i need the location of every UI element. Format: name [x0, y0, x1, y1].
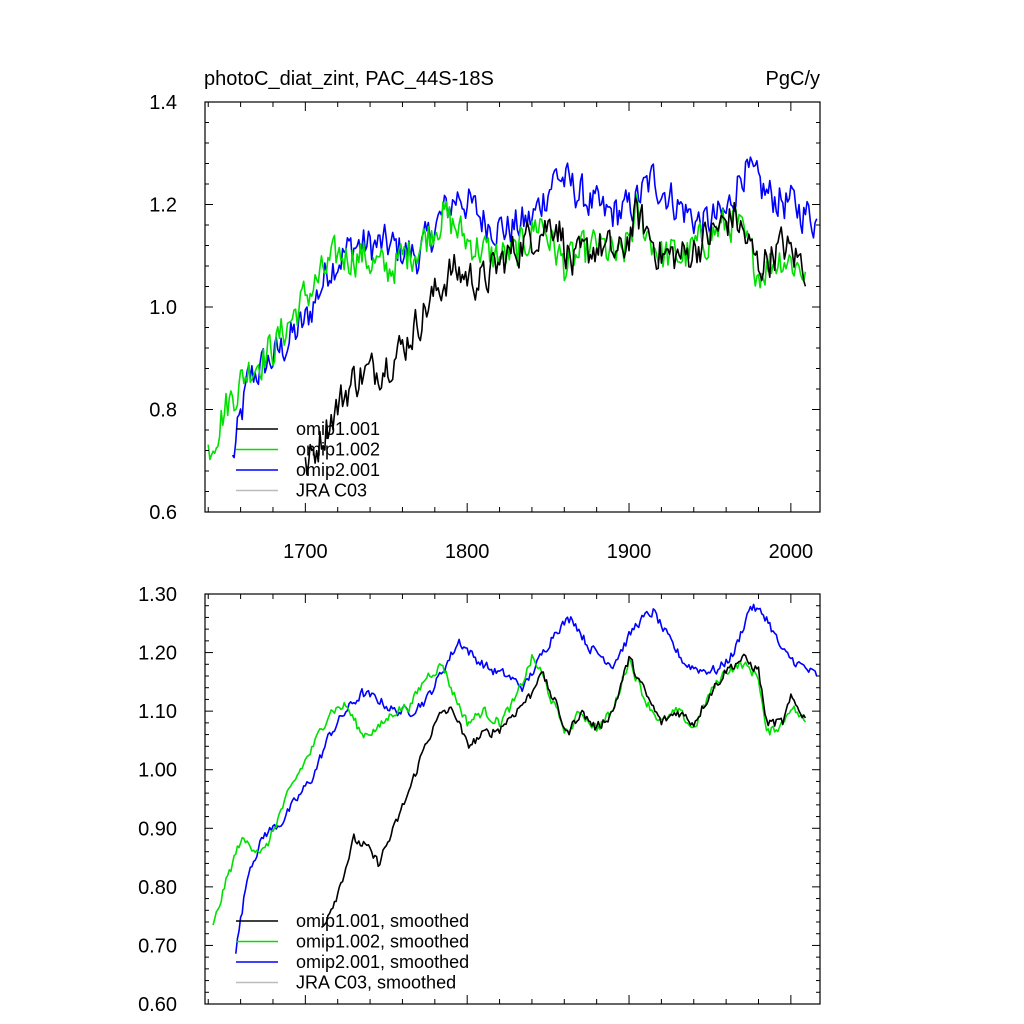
- top-ytick-label: 1.2: [149, 195, 177, 217]
- top-xtick-label: 1700: [283, 541, 328, 563]
- bottom-panel-axes: 0.60 0.70 0.80 0.90 1.00 1.10 1.20 1.30: [138, 584, 820, 1016]
- top-xtick-label: 2000: [769, 541, 814, 563]
- bottom-ytick-label: 1.30: [138, 584, 177, 606]
- bottom-ytick-label: 1.10: [138, 701, 177, 723]
- top-ytick-label: 1.0: [149, 297, 177, 319]
- bottom-series-omip1-002-smoothed: [212, 653, 807, 926]
- bottom-ytick-label: 0.80: [138, 877, 177, 899]
- bottom-series-omip2-001-smoothed: [235, 603, 818, 954]
- bottom-ytick-label: 0.60: [138, 994, 177, 1016]
- top-xtick-label: 1900: [607, 541, 652, 563]
- bottom-ytick-label: 0.90: [138, 818, 177, 840]
- bottom-panel-series: [212, 603, 818, 954]
- top-ytick-label: 1.4: [149, 92, 177, 114]
- bottom-legend-label-omip1-001-smoothed: omip1.001, smoothed: [296, 911, 469, 931]
- top-panel: photoC_diat_zint, PAC_44S-18S PgC/y 0.60…: [149, 68, 821, 563]
- bottom-panel-frame: [204, 593, 821, 1005]
- top-panel-axes: 0.6 0.8 1.0 1.2 1.4 1700 1800 1900 2000: [149, 92, 820, 563]
- top-legend-label-omip1-001: omip1.001: [296, 419, 380, 439]
- bottom-legend-label-omip2-001-smoothed: omip2.001, smoothed: [296, 952, 469, 972]
- top-legend-label-jra-c03: JRA C03: [296, 481, 367, 501]
- top-panel-units: PgC/y: [766, 68, 820, 90]
- bottom-legend-label-jra-c03-smoothed: JRA C03, smoothed: [296, 973, 456, 993]
- top-legend-label-omip1-002: omip1.002: [296, 440, 380, 460]
- top-ytick-label: 0.6: [149, 502, 177, 524]
- top-series-omip2-001: [231, 156, 818, 459]
- bottom-ytick-label: 0.70: [138, 935, 177, 957]
- bottom-ytick-label: 1.20: [138, 643, 177, 665]
- top-panel-series: [207, 156, 818, 476]
- top-ytick-label: 0.8: [149, 400, 177, 422]
- top-series-omip1-001: [304, 196, 807, 476]
- bottom-ytick-label: 1.00: [138, 760, 177, 782]
- bottom-panel: 0.60 0.70 0.80 0.90 1.00 1.10 1.20 1.30 omip1.0…: [138, 584, 821, 1016]
- top-legend-label-omip2-001: omip2.001: [296, 460, 380, 480]
- bottom-legend-label-omip1-002-smoothed: omip1.002, smoothed: [296, 932, 469, 952]
- top-panel-title: photoC_diat_zint, PAC_44S-18S: [204, 68, 494, 90]
- top-xtick-label: 1800: [445, 541, 490, 563]
- bottom-series-omip1-001-smoothed: [320, 653, 807, 929]
